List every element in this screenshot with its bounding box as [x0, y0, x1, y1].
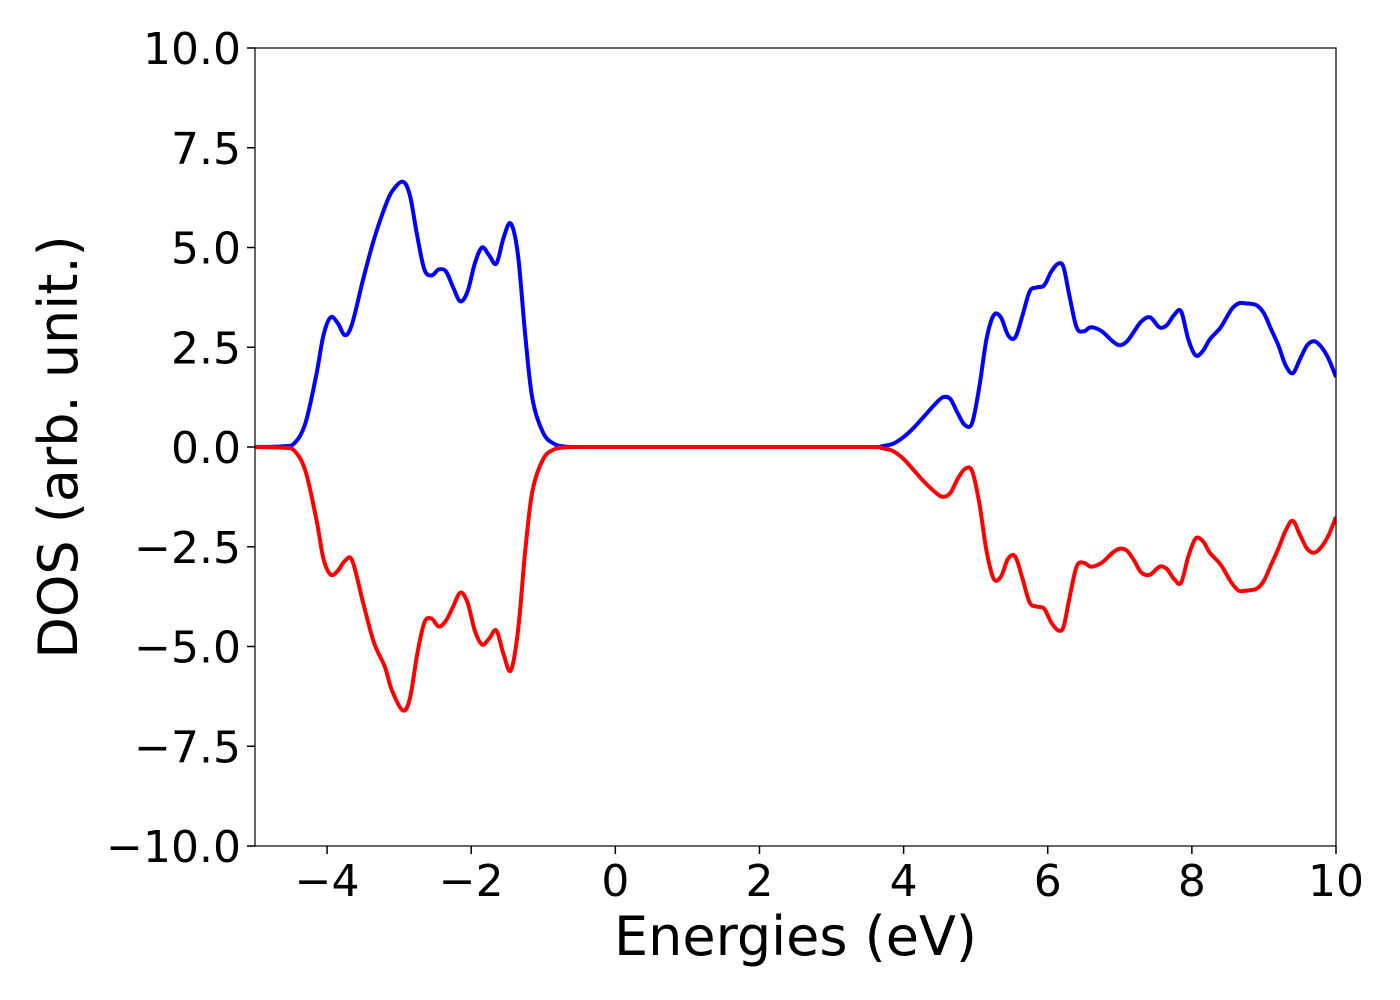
- y-tick-label: −10.0: [106, 822, 241, 873]
- x-tick-label: 8: [1178, 856, 1206, 907]
- y-tick-label: 7.5: [171, 124, 241, 175]
- y-tick-label: 0.0: [171, 423, 241, 474]
- y-axis-label: DOS (arb. unit.): [27, 235, 90, 658]
- x-axis: −4 −2 0 2 4 6 8 10: [295, 846, 1364, 907]
- y-tick-label: 5.0: [171, 224, 241, 275]
- y-tick-label: −5.0: [134, 623, 241, 674]
- y-axis: 10.0 7.5 5.0 2.5 0.0 −2.5 −5.0 −7.5 −10.0: [106, 24, 255, 873]
- series-layer: [255, 179, 1336, 713]
- series-line-1: [255, 179, 1336, 450]
- y-tick-label: −7.5: [134, 722, 241, 773]
- y-tick-label: −2.5: [134, 523, 241, 574]
- x-tick-label: 6: [1034, 856, 1062, 907]
- x-tick-label: −4: [295, 856, 360, 907]
- x-tick-label: 4: [890, 856, 918, 907]
- x-tick-label: 0: [601, 856, 629, 907]
- y-tick-label: 10.0: [143, 24, 241, 75]
- series-line-2: [255, 444, 1336, 713]
- y-tick-label: 2.5: [171, 323, 241, 374]
- x-tick-label: −2: [439, 856, 504, 907]
- x-tick-label: 10: [1308, 856, 1364, 907]
- x-axis-label: Energies (eV): [614, 905, 977, 968]
- x-tick-label: 2: [745, 856, 773, 907]
